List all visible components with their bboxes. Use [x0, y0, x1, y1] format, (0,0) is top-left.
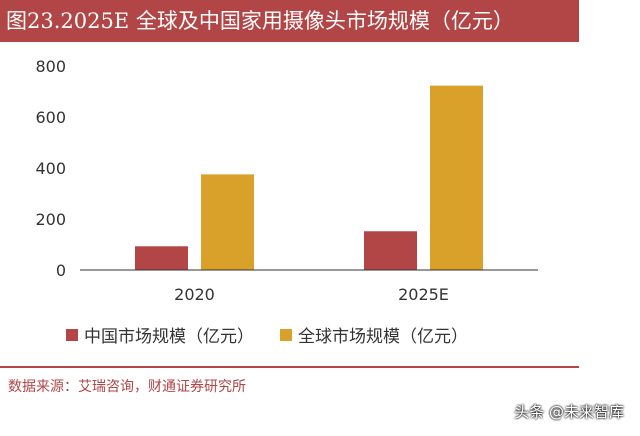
- y-tick-label: 800: [35, 57, 66, 76]
- bar-global-2020: [201, 174, 254, 270]
- y-tick-label: 400: [35, 159, 66, 178]
- x-tick-label: 2025E: [398, 285, 449, 304]
- divider: [0, 366, 579, 368]
- bars-group: [135, 85, 483, 270]
- chart-title: 图23.2025E 全球及中国家用摄像头市场规模（亿元）: [0, 0, 579, 42]
- watermark: 头条 @未来智库: [514, 403, 624, 421]
- legend-label-global: 全球市场规模（亿元）: [298, 327, 468, 347]
- legend-label-china: 中国市场规模（亿元）: [84, 327, 254, 347]
- y-tick-label: 0: [56, 261, 66, 280]
- legend: 中国市场规模（亿元） 全球市场规模（亿元）: [66, 322, 494, 347]
- source-note: 数据来源：艾瑞咨询，财通证券研究所: [8, 379, 246, 395]
- bar-china-2025E: [364, 231, 417, 270]
- bar-chart: 0 200 400 600 800 2020 2025E: [35, 57, 538, 304]
- legend-item-global: 全球市场规模（亿元）: [280, 322, 468, 347]
- bar-global-2025E: [430, 85, 483, 270]
- y-tick-label: 600: [35, 108, 66, 127]
- x-axis: 2020 2025E: [174, 285, 449, 304]
- y-tick-label: 200: [35, 210, 66, 229]
- legend-item-china: 中国市场规模（亿元）: [66, 322, 254, 347]
- bar-china-2020: [135, 246, 188, 270]
- legend-swatch-global: [280, 328, 292, 341]
- x-tick-label: 2020: [174, 285, 215, 304]
- legend-swatch-china: [66, 328, 78, 341]
- y-axis: 0 200 400 600 800: [35, 57, 66, 280]
